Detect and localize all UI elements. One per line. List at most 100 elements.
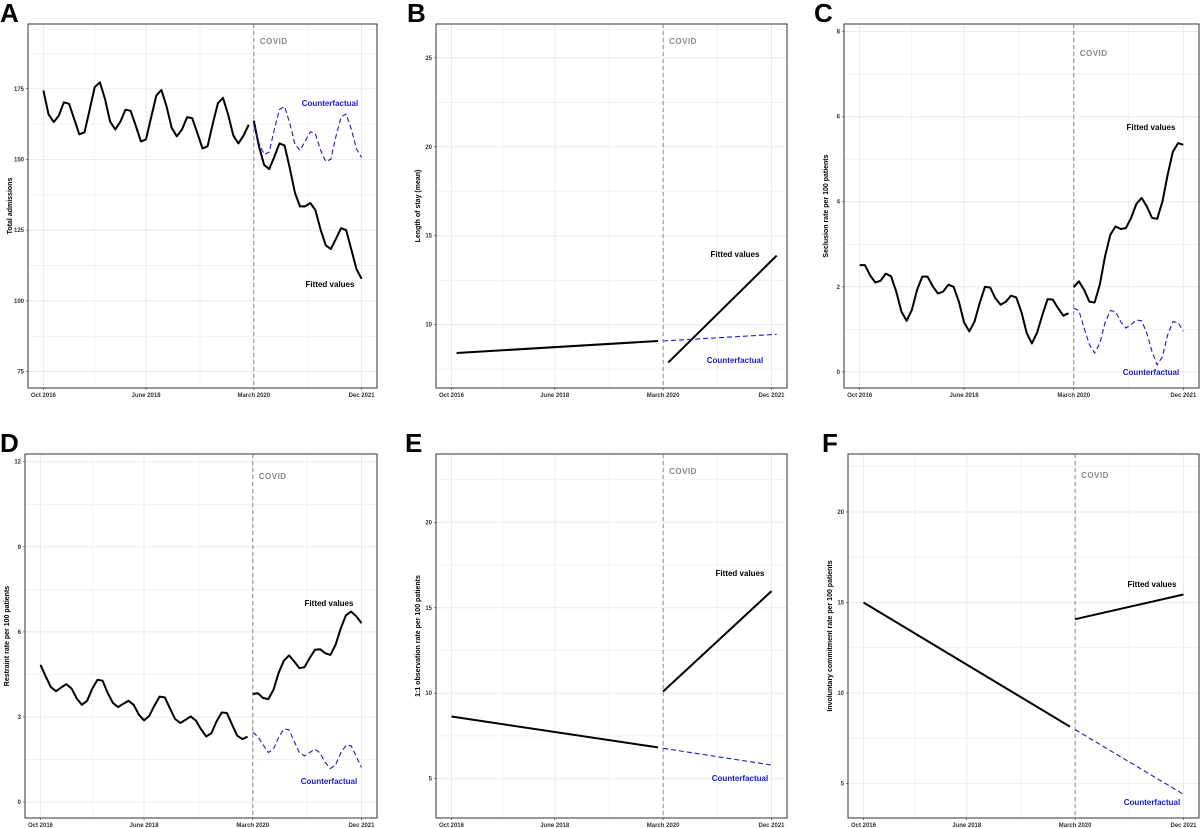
y-tick-label: 10 [425, 323, 432, 329]
x-tick-label: Oct 2016 [847, 393, 873, 399]
panel-letter: F [822, 428, 838, 458]
y-tick-label: 10 [837, 691, 844, 697]
x-tick-label: March 2020 [236, 823, 269, 828]
y-tick-label: 100 [14, 299, 25, 305]
panel-a: 75 100 125 150 175 Oct 2016 June 2018 March 202… [0, 0, 378, 399]
plot-background [844, 24, 1199, 388]
y-tick-label: 12 [14, 460, 21, 466]
y-tick-label: 125 [14, 228, 25, 234]
fitted-line-1 [1072, 142, 1184, 304]
fitted-line-1 [667, 254, 778, 364]
x-tick-label: Dec 2021 [1170, 823, 1197, 828]
y-tick-label: 0 [837, 370, 841, 376]
y-tick-label: 3 [18, 715, 22, 721]
y-axis-title: Total admissions [7, 178, 14, 235]
plot-background [28, 24, 377, 388]
panel-letter: A [0, 0, 19, 28]
counterfactual-line-2 [663, 747, 772, 766]
fitted-values-label: Fitted values [716, 569, 765, 578]
panel-letter: C [814, 0, 833, 28]
fitted-line-0 [862, 601, 1071, 728]
y-tick-label: 15 [425, 606, 432, 612]
x-tick-label: June 2018 [540, 823, 570, 828]
counterfactual-line-2 [1073, 307, 1184, 366]
x-tick-label: Dec 2021 [758, 823, 785, 828]
y-tick-label: 20 [425, 520, 432, 526]
y-axis-title: Seclusion rate per 100 patients [823, 154, 830, 257]
counterfactual-line-2 [252, 728, 362, 770]
x-tick-label: Dec 2021 [348, 823, 375, 828]
counterfactual-label: Counterfactual [712, 774, 768, 783]
y-tick-label: 150 [14, 157, 25, 163]
fitted-values-label: Fitted values [711, 250, 760, 259]
y-tick-label: 15 [837, 600, 844, 606]
y-axis-title: 1:1 observation rate per 100 patients [415, 575, 422, 697]
fitted-line-1 [1074, 593, 1184, 621]
fitted-values-label: Fitted values [1128, 580, 1177, 589]
x-tick-label: June 2018 [132, 393, 162, 399]
covid-label: COVID [1080, 49, 1108, 58]
plot-border [843, 23, 1200, 389]
y-tick-label: 20 [425, 145, 432, 151]
x-tick-label: June 2018 [540, 393, 570, 399]
x-tick-label: Oct 2016 [28, 823, 54, 828]
plot-background [848, 454, 1199, 818]
y-tick-label: 4 [837, 200, 841, 206]
fitted-values-label: Fitted values [306, 280, 355, 289]
x-tick-label: June 2018 [952, 823, 982, 828]
x-tick-label: Oct 2016 [439, 393, 465, 399]
x-tick-label: Dec 2021 [758, 393, 785, 399]
plot-background [436, 454, 787, 818]
counterfactual-line-2 [1074, 729, 1184, 795]
panel-b: 10 15 20 25 Oct 2016 June 2018 March 2020 Dec 2… [407, 0, 788, 399]
y-tick-label: 20 [837, 510, 844, 516]
counterfactual-line-2 [663, 333, 777, 342]
plot-background [25, 454, 377, 818]
x-tick-label: March 2020 [1059, 823, 1092, 828]
counterfactual-label: Counterfactual [1124, 798, 1180, 807]
fitted-line-1 [662, 590, 773, 693]
panel-letter: D [0, 428, 19, 458]
y-tick-label: 0 [18, 800, 22, 806]
x-tick-label: Oct 2016 [31, 393, 57, 399]
panel-d: 0 3 6 9 12 Oct 2016 June 2018 March 2020 Dec 202… [0, 428, 378, 828]
x-tick-label: March 2020 [647, 823, 680, 828]
y-tick-label: 175 [14, 87, 25, 93]
covid-label: COVID [669, 37, 697, 46]
plot-border [435, 23, 788, 389]
panel-f: 5 10 15 20 Oct 2016 June 2018 March 2020 Dec 20… [822, 428, 1200, 828]
plot-border [27, 23, 378, 389]
counterfactual-label: Counterfactual [707, 356, 763, 365]
covid-label: COVID [260, 37, 288, 46]
fitted-line-0 [39, 664, 249, 741]
counterfactual-label: Counterfactual [301, 777, 357, 786]
plot-border [24, 453, 378, 819]
y-tick-label: 8 [837, 30, 841, 36]
x-tick-label: Oct 2016 [439, 823, 465, 828]
x-tick-label: March 2020 [647, 393, 680, 399]
x-tick-label: March 2020 [237, 393, 270, 399]
plot-border [435, 453, 788, 819]
y-tick-label: 2 [837, 285, 841, 291]
x-tick-label: June 2018 [130, 823, 160, 828]
y-tick-label: 75 [17, 370, 24, 376]
y-tick-label: 5 [429, 777, 433, 783]
y-tick-label: 10 [425, 691, 432, 697]
fitted-line-0 [451, 715, 659, 749]
fitted-line-1 [252, 120, 363, 280]
y-tick-label: 25 [425, 56, 432, 62]
y-tick-label: 6 [18, 630, 22, 636]
panel-letter: B [407, 0, 426, 28]
panel-e: 5 10 15 20 Oct 2016 June 2018 March 2020 Dec 20… [405, 428, 788, 828]
y-tick-label: 15 [425, 234, 432, 240]
plot-background [436, 24, 787, 388]
x-tick-label: Dec 2021 [349, 393, 376, 399]
fitted-line-1 [252, 610, 363, 701]
y-tick-label: 9 [18, 545, 22, 551]
covid-label: COVID [669, 467, 697, 476]
fitted-line-0 [42, 81, 250, 150]
fitted-values-label: Fitted values [305, 599, 354, 608]
x-tick-label: Oct 2016 [851, 823, 877, 828]
counterfactual-label: Counterfactual [1123, 368, 1179, 377]
panel-c: 0 2 4 6 8 Oct 2016 June 2018 March 2020 Dec 2021… [814, 0, 1200, 399]
